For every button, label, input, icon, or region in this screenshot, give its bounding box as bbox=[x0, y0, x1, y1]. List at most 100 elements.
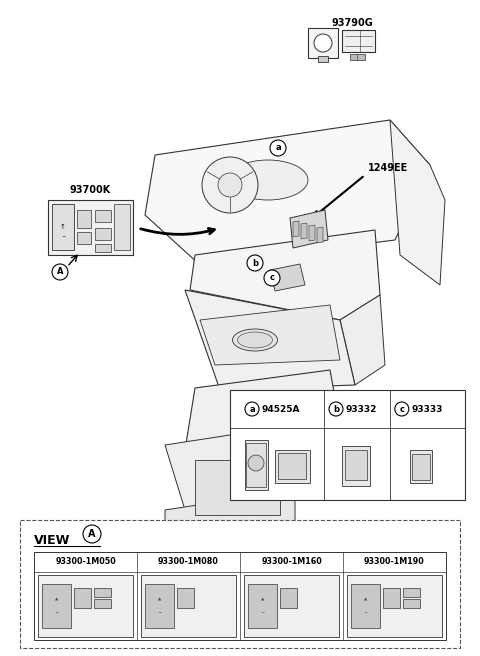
Text: ─: ─ bbox=[158, 611, 160, 615]
Text: c: c bbox=[399, 405, 404, 413]
Text: A: A bbox=[57, 268, 63, 276]
Text: VIEW: VIEW bbox=[34, 534, 71, 547]
Polygon shape bbox=[308, 28, 338, 58]
Text: c: c bbox=[269, 274, 275, 283]
Text: 93300-1M190: 93300-1M190 bbox=[364, 558, 425, 567]
Bar bbox=[383, 588, 399, 608]
Bar bbox=[48, 200, 133, 255]
Bar bbox=[95, 228, 111, 240]
Polygon shape bbox=[185, 290, 355, 390]
Text: 93790G: 93790G bbox=[331, 18, 373, 28]
Bar bbox=[114, 204, 130, 250]
Bar bbox=[73, 588, 91, 608]
Polygon shape bbox=[309, 225, 315, 241]
Bar bbox=[95, 244, 111, 252]
Bar bbox=[244, 575, 339, 637]
Polygon shape bbox=[342, 30, 375, 52]
Bar bbox=[34, 552, 446, 640]
Polygon shape bbox=[270, 264, 305, 291]
Polygon shape bbox=[318, 56, 328, 62]
Bar bbox=[195, 460, 280, 515]
Text: ▲: ▲ bbox=[55, 598, 58, 602]
Bar bbox=[42, 584, 71, 628]
Text: a: a bbox=[275, 144, 281, 152]
Text: 94525A: 94525A bbox=[262, 405, 300, 413]
Polygon shape bbox=[350, 54, 365, 60]
Polygon shape bbox=[293, 221, 299, 237]
Circle shape bbox=[218, 173, 242, 197]
Bar bbox=[77, 210, 91, 228]
Circle shape bbox=[83, 525, 101, 543]
Circle shape bbox=[245, 402, 259, 416]
Bar bbox=[77, 232, 91, 244]
Text: 93700K: 93700K bbox=[70, 185, 110, 195]
Text: A: A bbox=[88, 529, 96, 539]
Text: ↑: ↑ bbox=[60, 224, 66, 230]
Text: ─: ─ bbox=[364, 611, 367, 615]
Polygon shape bbox=[275, 450, 310, 483]
Bar bbox=[403, 598, 420, 607]
Circle shape bbox=[202, 157, 258, 213]
Text: b: b bbox=[252, 258, 258, 268]
Bar bbox=[248, 584, 276, 628]
Bar bbox=[246, 443, 266, 487]
Bar bbox=[278, 453, 306, 479]
Polygon shape bbox=[185, 370, 340, 460]
Ellipse shape bbox=[228, 160, 308, 200]
Ellipse shape bbox=[238, 332, 273, 348]
Text: ▲: ▲ bbox=[158, 598, 161, 602]
Circle shape bbox=[395, 402, 409, 416]
Text: ▲: ▲ bbox=[364, 598, 367, 602]
Bar bbox=[351, 584, 380, 628]
Text: 93300-1M080: 93300-1M080 bbox=[158, 558, 219, 567]
Circle shape bbox=[247, 255, 263, 271]
Circle shape bbox=[329, 402, 343, 416]
Bar bbox=[52, 204, 74, 250]
Circle shape bbox=[52, 264, 68, 280]
Bar bbox=[145, 584, 173, 628]
Text: 1249EE: 1249EE bbox=[368, 163, 408, 173]
Text: 93333: 93333 bbox=[412, 405, 443, 413]
Circle shape bbox=[264, 270, 280, 286]
Polygon shape bbox=[390, 120, 445, 285]
Bar bbox=[412, 454, 430, 480]
Polygon shape bbox=[290, 210, 328, 248]
Polygon shape bbox=[340, 295, 385, 385]
Polygon shape bbox=[165, 425, 310, 510]
Bar bbox=[345, 450, 367, 480]
Bar bbox=[141, 575, 236, 637]
Text: 93332: 93332 bbox=[346, 405, 377, 413]
Bar bbox=[94, 588, 111, 597]
Circle shape bbox=[314, 34, 332, 52]
Text: ─: ─ bbox=[261, 611, 264, 615]
Bar bbox=[95, 210, 111, 222]
Polygon shape bbox=[301, 223, 307, 239]
Polygon shape bbox=[317, 227, 323, 243]
Circle shape bbox=[270, 140, 286, 156]
Text: b: b bbox=[333, 405, 339, 413]
Ellipse shape bbox=[232, 329, 277, 351]
Bar bbox=[20, 520, 460, 648]
Polygon shape bbox=[145, 120, 430, 265]
Polygon shape bbox=[410, 450, 432, 483]
Polygon shape bbox=[342, 446, 370, 486]
Polygon shape bbox=[190, 230, 380, 320]
Polygon shape bbox=[245, 440, 268, 490]
Bar bbox=[38, 575, 133, 637]
Text: 93300-1M160: 93300-1M160 bbox=[261, 558, 322, 567]
Bar bbox=[94, 598, 111, 607]
Text: ─: ─ bbox=[55, 611, 58, 615]
Text: ▲: ▲ bbox=[261, 598, 264, 602]
Circle shape bbox=[248, 455, 264, 471]
Bar bbox=[279, 588, 297, 608]
Bar bbox=[403, 588, 420, 597]
Bar bbox=[347, 575, 442, 637]
Polygon shape bbox=[200, 305, 340, 365]
Polygon shape bbox=[295, 425, 360, 495]
Polygon shape bbox=[165, 490, 295, 545]
Bar bbox=[177, 588, 193, 608]
Text: a: a bbox=[249, 405, 255, 413]
Text: 93300-1M050: 93300-1M050 bbox=[55, 558, 116, 567]
Text: ─: ─ bbox=[62, 235, 64, 239]
Bar bbox=[230, 390, 465, 500]
